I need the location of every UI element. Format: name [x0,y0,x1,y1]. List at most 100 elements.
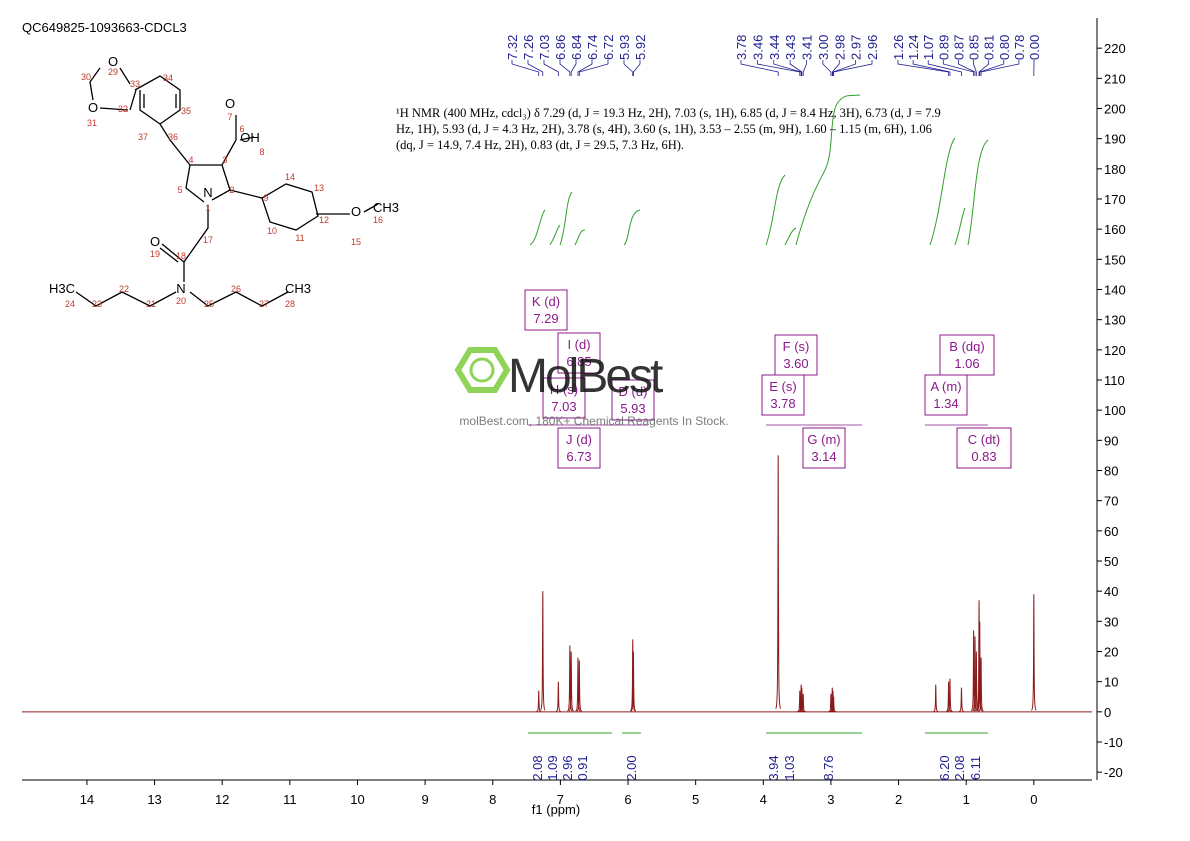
multiplet-box [524,289,568,331]
peak-connector [577,60,593,76]
peak-label: 6.86 [553,35,568,60]
peak [946,681,952,712]
peak-connector [633,60,641,76]
y-tick-label: 80 [1104,463,1118,478]
integral-curves [529,94,989,246]
y-tick-label: 220 [1104,41,1126,56]
atom-number: 16 [373,215,383,225]
peak-label: 3.00 [816,35,831,60]
peak [575,657,581,712]
atom-number: 2 [229,185,234,195]
peak-label: 0.80 [997,35,1012,60]
y-tick-label: 110 [1104,373,1125,388]
peak-connector [511,60,540,76]
integral-label: 2.08 [530,755,545,780]
integral-label: 2.00 [624,755,639,780]
peak-label: 0.78 [1012,35,1027,60]
peak-connector [832,60,857,76]
peak-label: 6.74 [585,35,600,60]
atom-label: H3C [49,281,75,296]
y-tick-label: 210 [1104,71,1126,86]
atom-number: 24 [65,299,75,309]
atom-label: CH3 [285,281,311,296]
multiplet-shift: 0.83 [971,449,996,464]
y-tick-label: 160 [1104,222,1126,237]
peak-connector [822,60,832,76]
y-tick-label: -20 [1104,765,1123,780]
atom-number: 29 [108,67,118,77]
y-tick-label: -10 [1104,735,1123,750]
y-tick-label: 30 [1104,614,1118,629]
y-tick-label: 70 [1104,494,1118,509]
multiplet-box [802,427,846,469]
atom-label: O [88,100,98,115]
peak [775,455,782,709]
y-tick-label: 90 [1104,433,1118,448]
peak-connector [979,60,1005,76]
atom-number: 32 [118,104,128,114]
peak-label: 0.00 [1027,35,1042,60]
atom-number: 20 [176,296,186,306]
y-tick-label: 40 [1104,584,1118,599]
atom-label: N [203,185,212,200]
peak-label: 5.92 [633,35,648,60]
atom-number: 8 [259,147,264,157]
y-tick-label: 130 [1104,313,1126,328]
multiplet-shift: 1.06 [954,356,979,371]
multiplet-shift: 7.29 [533,311,558,326]
peak-connector [756,60,801,76]
x-tick-label: 10 [350,792,364,807]
multiplet-name: J (d) [566,432,592,447]
multiplet-name: A (m) [930,379,961,394]
y-tick-label: 100 [1104,403,1126,418]
atom-label: O [108,54,118,69]
peak-connector [789,60,803,76]
peak-label: 3.44 [767,35,782,60]
peak-connector [559,60,571,76]
atom-number: 28 [285,299,295,309]
integral-label: 8.76 [821,755,836,780]
atom-number: 30 [81,72,91,82]
peak-label: 1.24 [906,35,921,60]
integral-label: 3.94 [766,755,781,780]
atom-number: 31 [87,118,97,128]
peak-connector [802,60,807,76]
x-tick-label: 8 [489,792,496,807]
peak-label: 7.26 [521,35,536,60]
atom-number: 7 [227,112,232,122]
peak [933,684,939,712]
x-tick-label: 1 [963,792,970,807]
integral-label: 6.20 [937,755,952,780]
peak-connector [958,60,976,76]
multiplet-box [761,374,805,416]
peak-connector [578,60,609,76]
atom-number: 18 [176,251,186,261]
structure-bonds [75,67,379,307]
peak-label: 0.89 [936,35,951,60]
multiplet-shift: 1.34 [933,396,958,411]
peak-connector [740,60,779,76]
peak-label: 0.87 [951,35,966,60]
integral-label: 0.91 [575,755,590,780]
atom-number: 25 [204,299,214,309]
atom-label: O [225,96,235,111]
multiplet-name: H (s) [550,382,578,397]
atom-number: 1 [205,203,210,213]
atom-number: 27 [259,299,269,309]
multiplet-name: D (d) [619,384,648,399]
watermark-text: molBest.com, 180K+ Chemical Reagents In … [459,414,728,428]
integral-label: 2.08 [952,755,967,780]
x-tick-label: 14 [80,792,94,807]
multiplet-box [542,377,586,419]
atom-label: CH3 [373,200,399,215]
atom-number: 4 [188,155,193,165]
x-axis-label: f1 (ppm) [532,802,580,817]
peak-label: 7.32 [505,35,520,60]
peak [567,645,573,712]
peak [799,687,805,713]
multiplet-box [924,374,968,416]
peak-connector [897,60,950,76]
y-tick-label: 200 [1104,101,1126,116]
multiplet-box [611,379,655,421]
peak-label: 1.26 [891,35,906,60]
